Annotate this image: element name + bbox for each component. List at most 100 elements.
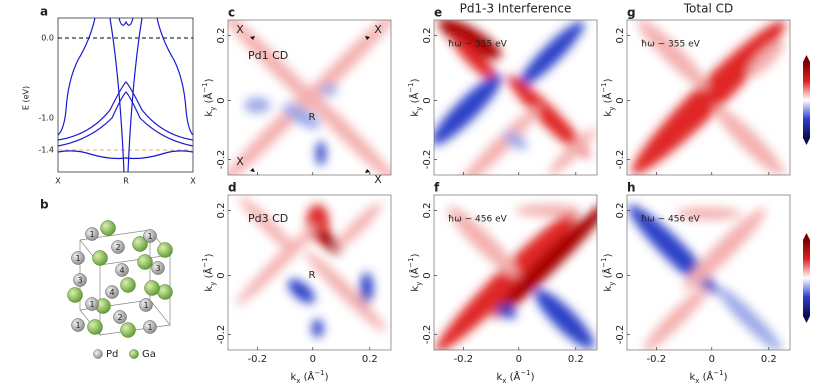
panel-annotation: ħω ~ 456 eV — [641, 215, 701, 225]
axis-label-part: −1 — [407, 257, 415, 267]
pd-atom — [115, 263, 129, 277]
axis-label-part: ) — [204, 78, 215, 82]
band — [57, 91, 194, 147]
x-tick-label: -0.2 — [248, 354, 268, 365]
atom-number: 1 — [75, 254, 80, 263]
y-tick-label: -0.2 — [422, 150, 433, 170]
axis-label-part: y — [209, 282, 217, 286]
intensity-feature — [287, 279, 315, 304]
pd-atom — [143, 229, 157, 243]
band — [109, 17, 125, 173]
legend-label: Pd — [106, 349, 118, 360]
y-tick-label: 0.2 — [422, 203, 433, 219]
pd-atom — [111, 240, 125, 254]
atom-number: 3 — [155, 264, 160, 273]
axis-label-part: −1 — [600, 257, 608, 267]
x-tick-label: X — [190, 177, 196, 186]
intensity-feature — [434, 74, 503, 146]
point-label: X — [236, 23, 244, 36]
colorbar-scale — [803, 62, 810, 138]
band — [127, 17, 143, 173]
colorbar-extend — [803, 233, 810, 240]
y-tick-label: 0 — [422, 272, 433, 278]
y-tick-label: 0.2 — [422, 28, 433, 44]
axis-label-part: (Å — [408, 268, 421, 282]
intensity-feature — [503, 132, 528, 150]
band — [57, 81, 194, 141]
axis-label-part: (Å — [408, 93, 421, 107]
intensity-feature — [675, 207, 742, 220]
axes-frame — [626, 19, 791, 176]
y-tick-label: 0.0 — [41, 34, 54, 43]
axis-label-part: k — [290, 372, 296, 383]
axis-label-part: x — [296, 377, 300, 385]
ga-atom — [87, 319, 103, 335]
colorbar-extend — [803, 138, 810, 145]
band — [118, 17, 134, 26]
intensity-feature — [714, 105, 785, 175]
axis-label-part: k — [603, 286, 614, 292]
atom-number: 1 — [89, 300, 94, 309]
axes-frame — [626, 194, 791, 351]
y-tick-label: 0.2 — [216, 28, 227, 44]
intensity-feature — [244, 97, 271, 113]
intensity-feature — [239, 196, 298, 256]
axes-frame — [57, 17, 194, 173]
heatmap — [228, 195, 391, 350]
y-tick-label: -0.2 — [422, 325, 433, 345]
axis-label-part: (Å — [506, 370, 520, 383]
intensity-feature — [236, 224, 318, 306]
legend-label: Ga — [142, 349, 156, 360]
colorbar-extend — [803, 55, 810, 62]
axis-label-part: y — [209, 107, 217, 111]
axis-label: kx (Å−1) — [496, 369, 534, 385]
intensity-feature — [637, 20, 708, 90]
band — [57, 150, 194, 160]
x-tick-label: 0.2 — [568, 354, 584, 365]
colorbar-scale — [803, 240, 810, 316]
atom-number: 2 — [117, 313, 122, 322]
ga-atom — [100, 220, 116, 236]
axis-label-part: y — [415, 282, 423, 286]
axis-label-part: k — [204, 111, 215, 117]
panel-annotation: ħω ~ 355 eV — [641, 40, 701, 50]
intensity-feature — [507, 75, 589, 157]
panel-letter: e — [434, 6, 442, 20]
axis-label-part: k — [204, 286, 215, 292]
intensity-feature — [282, 103, 321, 129]
intensity-feature — [447, 206, 519, 277]
axis-label-part: y — [608, 282, 616, 286]
ga-atom — [157, 284, 173, 300]
axis-label-part: (Å — [300, 370, 314, 383]
atom-number: 4 — [119, 266, 124, 275]
colorbar-extend — [803, 316, 810, 323]
y-axis-label: E (eV) — [22, 86, 31, 110]
axis-label-part: (Å — [601, 93, 614, 107]
y-tick-label: 0 — [615, 97, 626, 103]
intensity-feature — [320, 83, 338, 96]
ga-atom — [120, 277, 136, 293]
axis-label-part: k — [496, 372, 502, 383]
x-tick-label: -0.2 — [647, 354, 667, 365]
intensity-feature — [493, 202, 597, 319]
heatmap-features — [631, 20, 786, 175]
pd-atom — [85, 297, 99, 311]
axis-label: ky (Å−1) — [600, 78, 616, 116]
ga-atom — [120, 322, 136, 338]
x-tick-label: 0 — [709, 354, 715, 365]
point-label: R — [309, 112, 316, 123]
atom-number: 4 — [109, 288, 114, 297]
point-label: X — [236, 155, 244, 168]
atom-number: 1 — [89, 230, 94, 239]
direction-arrow — [250, 168, 255, 172]
pd-atom — [105, 285, 119, 299]
panel-letter: d — [228, 181, 237, 195]
column-title: Total CD — [683, 2, 733, 16]
axis-label: kx (Å−1) — [290, 369, 328, 385]
atom-number: 1 — [147, 232, 152, 241]
axis-label-part: ) — [603, 253, 614, 257]
atom-number: 1 — [143, 301, 148, 310]
axis-label-part: (Å — [202, 268, 215, 282]
ga-atom — [132, 236, 148, 252]
panel-letter: g — [627, 6, 636, 20]
